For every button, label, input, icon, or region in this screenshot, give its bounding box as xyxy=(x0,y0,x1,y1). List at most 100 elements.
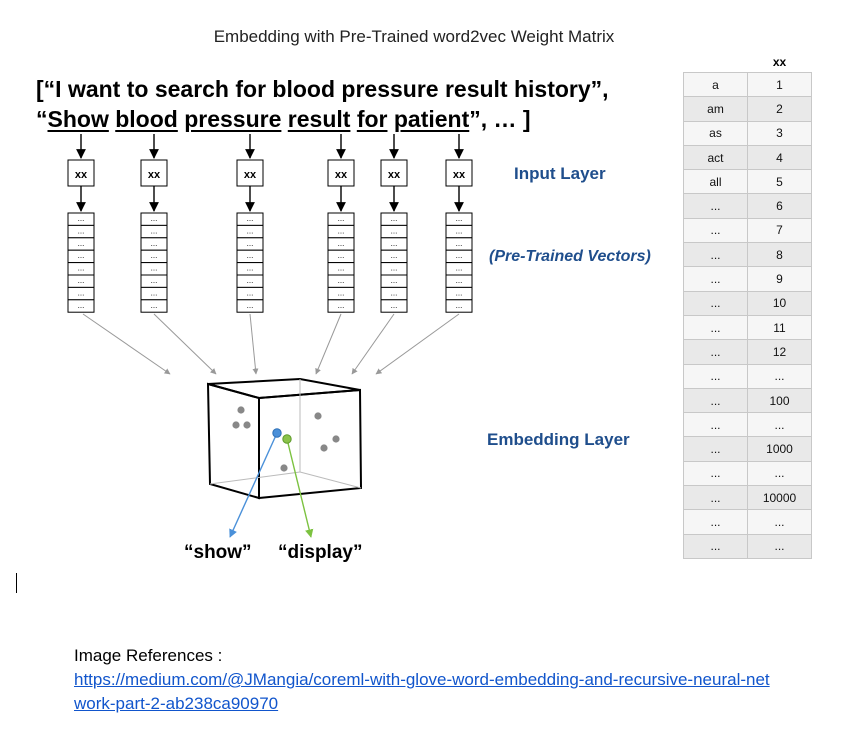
vocab-row: ...... xyxy=(683,533,812,559)
vocab-word-cell: ... xyxy=(683,387,748,414)
input-box xyxy=(327,159,355,187)
vocab-row: act 4 xyxy=(683,144,812,171)
vector-cell-label: ... xyxy=(247,301,254,310)
vector-cell-label: ... xyxy=(456,239,463,248)
embedding-point xyxy=(243,421,251,429)
vector-cell-label: ... xyxy=(338,251,345,260)
projection-arrows xyxy=(82,313,460,375)
input-box xyxy=(140,159,168,187)
vocab-row: all 5 xyxy=(683,169,812,195)
embedding-point xyxy=(320,444,328,452)
vector-cell-label: ... xyxy=(151,264,158,273)
input-columns: xx........................xx............… xyxy=(67,134,473,313)
vocab-word-cell: ... xyxy=(683,485,748,511)
show-pointer-arrow xyxy=(229,432,278,538)
embedding-points xyxy=(232,406,340,472)
vocab-word-cell: ... xyxy=(683,217,748,244)
vocab-weight-table: xx a 1 am 2 as 3 act 4 all 5... 6... 7... 8... 9... 10… xyxy=(683,52,812,559)
pretrained-vectors-label: (Pre-Trained Vectors) xyxy=(489,248,651,265)
vocab-word-cell: ... xyxy=(683,412,748,438)
vocab-row: ... 9 xyxy=(683,266,812,292)
vocab-row: ... 100 xyxy=(683,387,812,414)
vector-cell-label: ... xyxy=(151,239,158,248)
vocab-row: ... 12 xyxy=(683,339,812,365)
vocab-word-cell: ... xyxy=(683,363,748,389)
input-box-label: xx xyxy=(388,169,401,181)
vocab-word-cell: ... xyxy=(683,290,748,316)
embedding-point xyxy=(232,421,240,429)
vector-cell-label: ... xyxy=(78,214,85,223)
vocab-word-cell: am xyxy=(683,96,748,122)
vector-cell-label: ... xyxy=(338,301,345,310)
input-column: xx........................ xyxy=(140,134,168,313)
vocab-index-cell: ... xyxy=(747,363,812,389)
vector-cell-label: ... xyxy=(247,226,254,235)
vector-cell-label: ... xyxy=(78,301,85,310)
vocab-word-cell: ... xyxy=(683,314,748,341)
display-pointer-arrow xyxy=(286,438,314,538)
vector-cell-label: ... xyxy=(456,214,463,223)
vocab-word-cell: ... xyxy=(683,533,748,559)
word-patient-token: patient xyxy=(393,106,470,132)
vocab-index-cell: 3 xyxy=(747,120,812,146)
vocab-row: am 2 xyxy=(683,96,812,122)
reference-link[interactable]: https://medium.com/@JMangia/coreml-with-… xyxy=(74,670,770,713)
vector-cell-label: ... xyxy=(151,288,158,297)
vocab-row: ... 1000 xyxy=(683,436,812,462)
input-box-label: xx xyxy=(75,169,88,181)
vector-cell-label: ... xyxy=(151,251,158,260)
projection-arrow xyxy=(249,313,259,375)
vector-cell-label: ... xyxy=(391,214,398,223)
input-box xyxy=(380,159,408,187)
sentence-line-1: [“I want to search for blood pressure re… xyxy=(36,76,609,102)
close-quote: ”, … ] xyxy=(469,106,531,132)
vector-cell-label: ... xyxy=(456,264,463,273)
vector-cell-label: ... xyxy=(391,226,398,235)
vector-cell-label: ... xyxy=(338,214,345,223)
vector-cell-label: ... xyxy=(456,288,463,297)
word-blood-token: blood xyxy=(115,106,178,132)
embedding-cube xyxy=(206,377,363,500)
vocab-word-cell: ... xyxy=(683,193,748,219)
input-layer-label: Input Layer xyxy=(514,164,606,183)
word-show-token: Show xyxy=(47,106,109,132)
vector-cell-label: ... xyxy=(391,288,398,297)
vector-cell-label: ... xyxy=(456,251,463,260)
vector-cell-label: ... xyxy=(78,239,85,248)
vocab-word-cell: ... xyxy=(683,436,748,462)
projection-arrow xyxy=(375,313,460,375)
vocab-index-cell: 11 xyxy=(747,314,812,341)
vocab-index-cell: ... xyxy=(747,460,812,487)
vocab-index-cell: 100 xyxy=(747,387,812,414)
vector-cell-label: ... xyxy=(391,276,398,285)
word-pressure-token: pressure xyxy=(184,106,282,132)
vocab-index-cell: 9 xyxy=(747,266,812,292)
text-cursor xyxy=(16,573,17,593)
vocab-row: ... 7 xyxy=(683,217,812,244)
vocab-word-cell: ... xyxy=(683,460,748,487)
vector-cell-label: ... xyxy=(151,301,158,310)
projection-arrow xyxy=(315,313,342,375)
embedding-point xyxy=(314,412,322,420)
vector-cell-label: ... xyxy=(78,276,85,285)
vocab-word-cell: as xyxy=(683,120,748,146)
vocab-index-cell: 8 xyxy=(747,242,812,268)
vector-cell-label: ... xyxy=(338,264,345,273)
vocab-index-cell: 1000 xyxy=(747,436,812,462)
vector-cell-label: ... xyxy=(391,301,398,310)
vocab-word-cell: ... xyxy=(683,266,748,292)
vector-cell-label: ... xyxy=(247,214,254,223)
vector-cell-label: ... xyxy=(338,226,345,235)
open-quote: “ xyxy=(36,106,48,132)
vector-cell-label: ... xyxy=(151,214,158,223)
cube-hidden-edge xyxy=(299,471,362,489)
vector-cell-label: ... xyxy=(456,226,463,235)
vector-cell-label: ... xyxy=(338,239,345,248)
vector-cell-label: ... xyxy=(391,264,398,273)
vocab-table-header-row: xx xyxy=(684,52,812,73)
cube-right-face xyxy=(258,388,363,500)
embedding-point xyxy=(332,435,340,443)
vocab-row: ...... xyxy=(683,412,812,438)
vocab-row: as 3 xyxy=(683,120,812,146)
